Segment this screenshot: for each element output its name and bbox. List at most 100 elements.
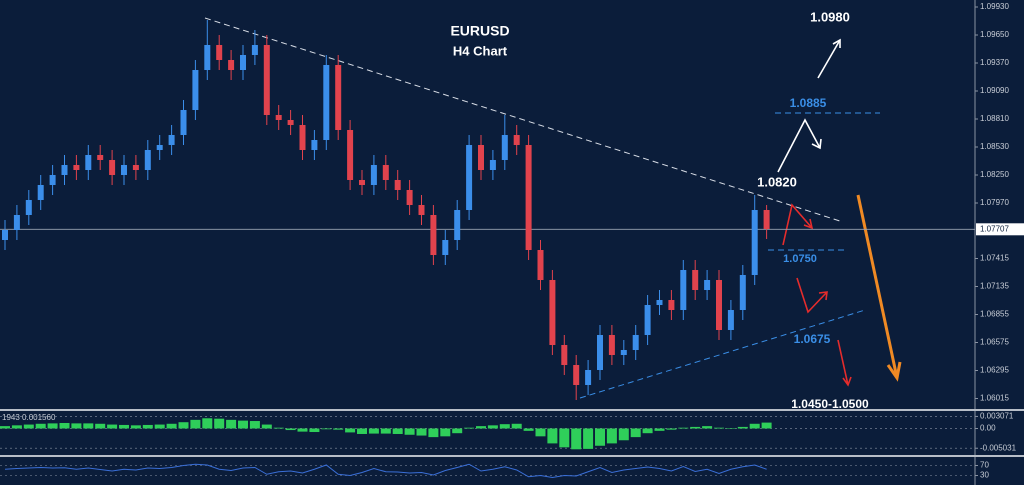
candle-body xyxy=(406,190,413,205)
histogram-bar xyxy=(226,419,237,429)
candle-body xyxy=(716,280,722,330)
histogram-bar xyxy=(321,428,332,430)
y-tick-label: 1.09370 xyxy=(980,58,1009,67)
histogram-bar xyxy=(309,428,320,433)
histogram-bar xyxy=(440,428,451,437)
histogram-bar xyxy=(737,426,748,429)
candle-body xyxy=(204,45,211,70)
histogram-bar xyxy=(630,428,641,438)
histogram-bar xyxy=(654,428,665,431)
candle-body xyxy=(323,65,330,140)
histogram-bar xyxy=(142,424,153,429)
histogram-bar xyxy=(0,426,10,429)
histogram-bar xyxy=(583,428,594,449)
y-tick-label: 1.08810 xyxy=(980,114,1009,123)
candle-body xyxy=(37,185,44,200)
histogram-bar xyxy=(23,424,34,429)
histogram-bar xyxy=(345,428,356,433)
y-tick-label: 1.06015 xyxy=(980,394,1009,403)
candle-body xyxy=(311,140,318,150)
arrow-head xyxy=(832,38,841,48)
last-price-label: 1.07707 xyxy=(980,224,1009,233)
candle-body xyxy=(418,205,425,215)
histogram-bar xyxy=(749,423,760,429)
candle-body xyxy=(2,230,8,240)
candle-body xyxy=(240,55,246,70)
candle-body xyxy=(597,335,603,370)
y-tick-label: 1.07135 xyxy=(980,282,1009,291)
arrow-head xyxy=(842,376,852,387)
arrow xyxy=(837,339,849,386)
candle-body xyxy=(751,210,758,275)
arrow-head xyxy=(818,291,828,301)
histogram-bar xyxy=(368,428,379,434)
arrow xyxy=(856,194,899,379)
candle-body xyxy=(466,145,473,210)
histogram-bar xyxy=(761,422,772,429)
y-tick-label: 1.08530 xyxy=(980,142,1009,151)
candle-body xyxy=(549,280,556,345)
histogram-bar xyxy=(666,428,677,430)
histogram-bar xyxy=(71,423,82,429)
candle-body xyxy=(156,145,163,150)
histogram-bar xyxy=(202,418,213,429)
histogram-bar xyxy=(547,428,558,444)
histogram-bar xyxy=(214,418,225,429)
candle-body xyxy=(109,160,116,175)
candle-body xyxy=(85,155,92,170)
candle-body xyxy=(251,45,258,55)
candle-body xyxy=(489,160,496,170)
candle-body xyxy=(132,165,139,170)
chart-title: EURUSD xyxy=(450,23,509,39)
candle-body xyxy=(335,65,342,130)
candle-body xyxy=(430,215,437,255)
histogram-bar xyxy=(642,428,653,434)
y-tick-label: 1.06295 xyxy=(980,366,1009,375)
histogram-bar xyxy=(559,428,570,448)
candle-body xyxy=(180,110,187,135)
candle-body xyxy=(168,135,175,145)
candle-body xyxy=(97,155,104,160)
candle-body xyxy=(228,60,235,70)
histogram-bar xyxy=(595,428,605,446)
histogram-bar xyxy=(428,428,439,438)
histogram-bar xyxy=(11,425,22,429)
histogram-bar xyxy=(47,423,58,429)
chart-subtitle: H4 Chart xyxy=(453,43,508,58)
histogram-bar xyxy=(535,428,546,437)
histogram-bar xyxy=(285,428,296,431)
y-tick-label: 70 xyxy=(980,461,989,470)
y-tick-label: 1.06855 xyxy=(980,310,1009,319)
candle-body xyxy=(478,145,484,170)
candle-body xyxy=(454,210,461,240)
histogram-bar xyxy=(333,428,344,430)
candle-body xyxy=(525,145,532,250)
y-tick-label: 1.07970 xyxy=(980,198,1009,207)
candle-body xyxy=(620,350,627,355)
candle-body xyxy=(394,180,401,190)
candle-body xyxy=(61,165,68,175)
histogram-bar xyxy=(166,423,177,429)
candle-body xyxy=(585,370,592,385)
y-tick-label: 30 xyxy=(980,471,989,480)
candle-body xyxy=(263,45,270,115)
candle-body xyxy=(608,335,615,355)
histogram-bar xyxy=(416,428,427,436)
histogram-bar xyxy=(249,421,260,429)
candle-body xyxy=(442,240,449,255)
histogram-bar xyxy=(499,424,510,429)
candle-body xyxy=(192,70,199,110)
candle-body xyxy=(739,275,746,310)
histogram-bar xyxy=(702,426,713,429)
histogram-bar xyxy=(119,424,129,429)
y-tick-label: -0.005031 xyxy=(980,443,1017,452)
candle-body xyxy=(632,335,639,350)
histogram-bar xyxy=(571,428,582,450)
indicator-line xyxy=(4,463,767,479)
arrow xyxy=(817,39,841,79)
candle-body xyxy=(692,270,699,290)
histogram-bar xyxy=(618,428,629,441)
histogram-bar xyxy=(464,427,475,429)
